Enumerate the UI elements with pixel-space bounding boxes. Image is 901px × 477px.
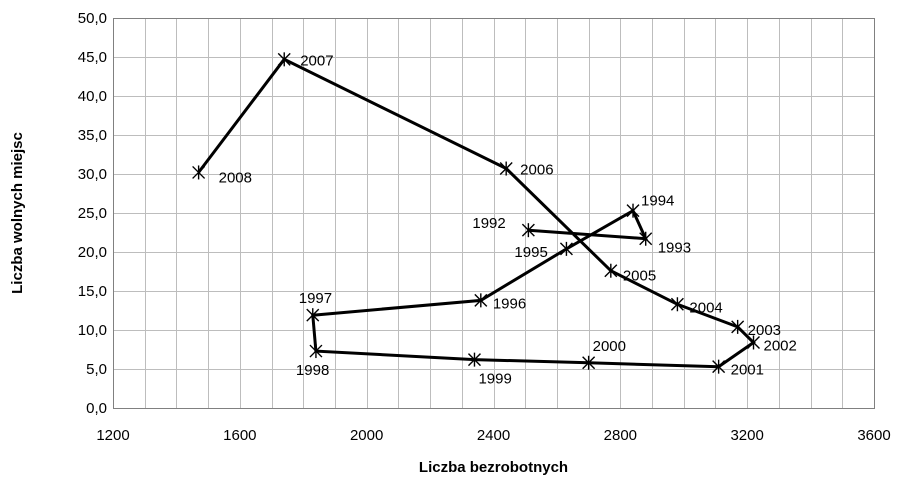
grid xyxy=(113,18,875,409)
x-axis-title: Liczba bezrobotnych xyxy=(419,459,568,476)
point-marker xyxy=(559,241,573,256)
point-marker xyxy=(474,293,488,308)
point-markers xyxy=(192,52,761,374)
point-marker xyxy=(731,319,745,334)
point-label-1993: 1993 xyxy=(658,240,691,257)
y-tick-label: 0,0 xyxy=(86,400,107,417)
point-label-2008: 2008 xyxy=(219,169,252,186)
point-marker xyxy=(277,52,291,67)
point-marker xyxy=(712,359,726,374)
point-label-1998: 1998 xyxy=(296,362,329,379)
point-label-2005: 2005 xyxy=(623,268,656,285)
y-tick-label: 45,0 xyxy=(78,49,107,66)
point-label-1995: 1995 xyxy=(514,244,547,261)
point-label-1992: 1992 xyxy=(472,215,505,232)
point-label-1999: 1999 xyxy=(478,371,511,388)
x-tick-label: 1600 xyxy=(223,427,256,444)
point-marker xyxy=(582,355,596,370)
point-marker xyxy=(192,165,206,180)
x-tick-label: 3600 xyxy=(857,427,890,444)
y-tick-label: 50,0 xyxy=(78,10,107,27)
x-tick-label: 2400 xyxy=(477,427,510,444)
point-marker xyxy=(306,308,320,323)
point-label-2007: 2007 xyxy=(300,52,333,69)
point-marker xyxy=(639,231,653,246)
point-label-1997: 1997 xyxy=(299,290,332,307)
y-tick-label: 15,0 xyxy=(78,283,107,300)
point-marker xyxy=(309,344,323,359)
point-marker xyxy=(670,297,684,312)
point-label-2004: 2004 xyxy=(689,299,722,316)
point-marker xyxy=(499,161,513,176)
x-tick-label: 2000 xyxy=(350,427,383,444)
y-tick-label: 40,0 xyxy=(78,88,107,105)
y-tick-label: 10,0 xyxy=(78,322,107,339)
point-marker xyxy=(626,203,640,218)
x-tick-label: 3200 xyxy=(730,427,763,444)
point-label-2003: 2003 xyxy=(748,322,781,339)
point-label-2006: 2006 xyxy=(520,162,553,179)
point-label-1994: 1994 xyxy=(641,193,674,210)
y-axis-title: Liczba wolnych miejsc xyxy=(9,132,26,294)
point-marker xyxy=(604,263,618,278)
point-marker xyxy=(747,335,761,350)
x-tick-label: 1200 xyxy=(96,427,129,444)
point-labels: 1992 1993 1994 1995 1996 1997 1998 1999 2000 2001… xyxy=(219,52,797,387)
point-label-2000: 2000 xyxy=(593,338,626,355)
tick-labels: 1200 1600 2000 2400 2800 3200 3600 0,0 5,0 10,0 15… xyxy=(78,10,891,444)
y-tick-label: 25,0 xyxy=(78,205,107,222)
y-tick-label: 35,0 xyxy=(78,127,107,144)
plot-area-frame xyxy=(113,18,875,409)
x-tick-label: 2800 xyxy=(604,427,637,444)
point-label-1996: 1996 xyxy=(493,295,526,312)
y-tick-label: 5,0 xyxy=(86,361,107,378)
point-marker xyxy=(521,223,535,238)
point-label-2001: 2001 xyxy=(731,362,764,379)
point-label-2002: 2002 xyxy=(764,337,797,354)
point-marker xyxy=(467,352,481,367)
y-tick-label: 20,0 xyxy=(78,244,107,261)
y-tick-label: 30,0 xyxy=(78,166,107,183)
